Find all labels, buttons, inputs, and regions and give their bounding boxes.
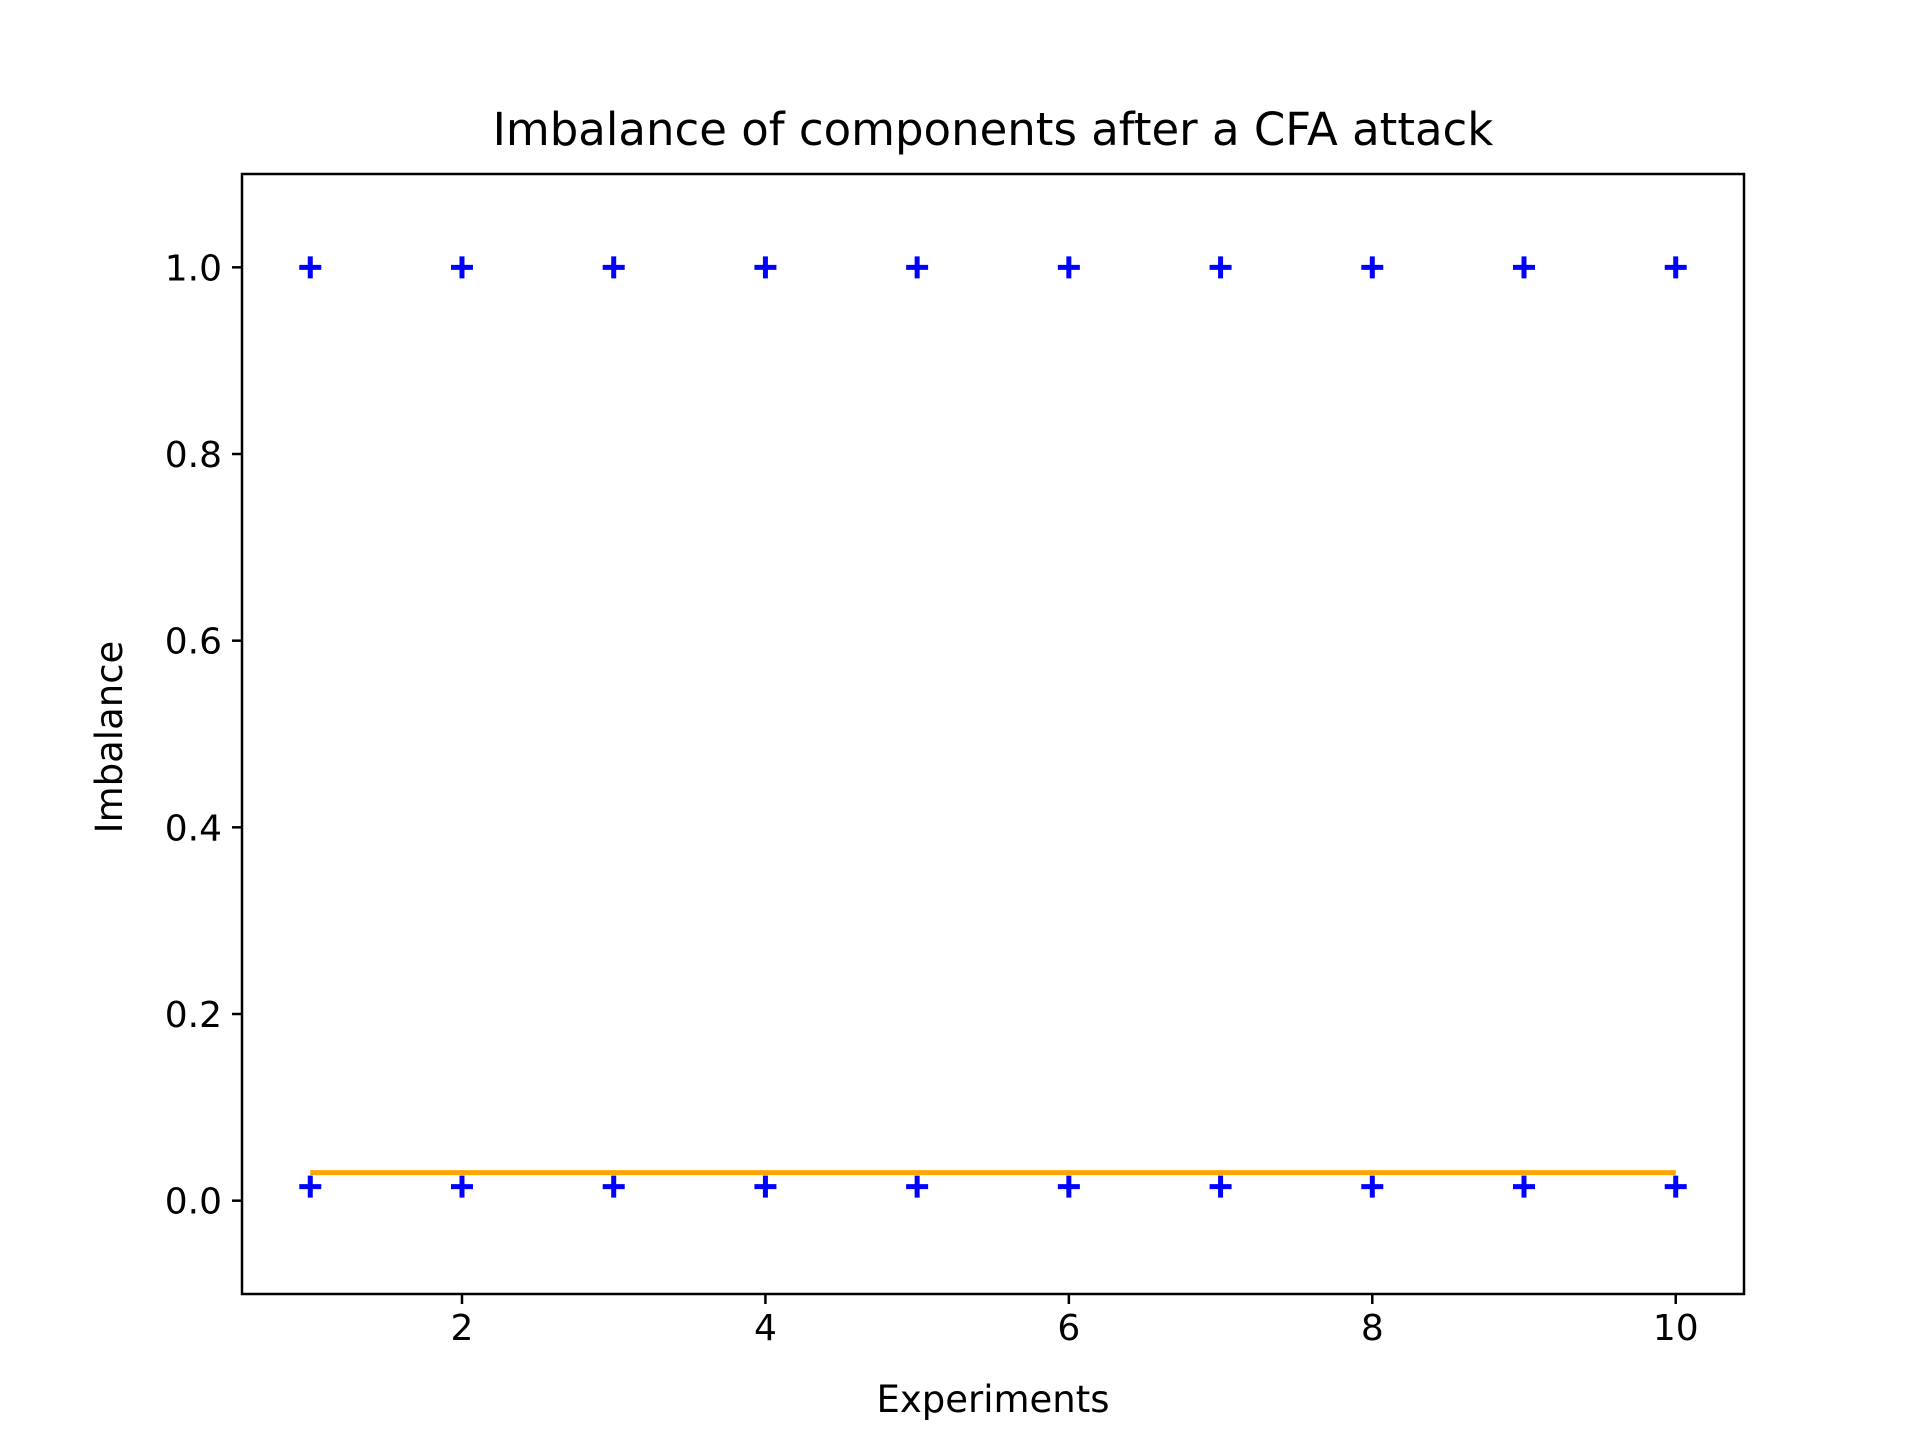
scatter-point [1513,1175,1536,1198]
y-tick-label: 0.4 [165,808,222,849]
y-tick-label: 0.0 [165,1182,222,1223]
y-tick-label: 0.6 [165,622,222,663]
x-tick-label: 8 [1361,1308,1384,1349]
scatter-point [602,256,625,279]
y-axis-label: Imbalance [88,641,131,834]
y-tick-label: 1.0 [165,248,222,289]
scatter-point [906,1175,929,1198]
scatter-point [450,1175,473,1198]
scatter-point [1057,1175,1080,1198]
scatter-point [602,1175,625,1198]
scatter-point [1361,256,1384,279]
scatter-point [754,256,777,279]
scatter-point [1664,1175,1687,1198]
scatter-point [1209,256,1232,279]
chart-title: Imbalance of components after a CFA atta… [493,103,1494,156]
plot-area [299,256,1687,1198]
series-0 [299,256,1687,279]
series-1 [299,1175,1687,1198]
plot-frame [240,172,1746,1296]
scatter-point [1057,256,1080,279]
y-tick-label: 0.2 [165,995,222,1036]
scatter-point [1513,256,1536,279]
x-tick-label: 6 [1057,1308,1080,1349]
y-tick-label: 0.8 [165,435,222,476]
x-tick-label: 2 [451,1308,474,1349]
y-axis: 0.0 0.2 0.4 0.6 0.8 1.0 [165,248,242,1223]
scatter-point [299,1175,322,1198]
scatter-point [754,1175,777,1198]
scatter-point [1361,1175,1384,1198]
x-axis: 2 4 6 8 10 [451,1294,1699,1349]
scatter-point [1209,1175,1232,1198]
scatter-point [299,256,322,279]
x-axis-label: Experiments [876,1378,1109,1421]
x-tick-label: 10 [1653,1308,1699,1349]
scatter-point [1664,256,1687,279]
scatter-point [450,256,473,279]
x-tick-label: 4 [754,1308,777,1349]
scatter-point [906,256,929,279]
